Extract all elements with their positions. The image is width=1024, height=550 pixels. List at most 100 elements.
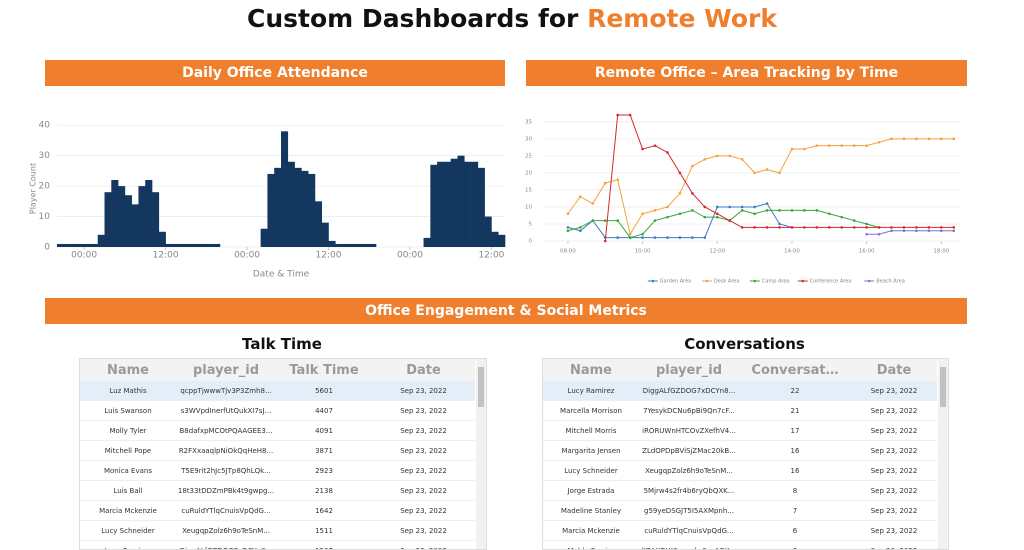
point (704, 236, 707, 239)
point (928, 226, 931, 229)
table-cell: 16 (739, 441, 851, 461)
table-cell: Lucy Schneider (543, 461, 639, 481)
scrollbar-thumb[interactable] (478, 367, 484, 407)
point (766, 209, 769, 212)
bar (369, 244, 376, 247)
point (741, 206, 744, 209)
point (878, 141, 881, 144)
bar (213, 244, 220, 247)
point (828, 226, 831, 229)
legend-label: Conference Area (810, 279, 852, 285)
point (616, 178, 619, 181)
scrollbar[interactable] (476, 359, 486, 549)
legend-marker (754, 280, 757, 283)
table-cell: 8 (739, 481, 851, 501)
table-cell: s3WVpdInerfUtQukXI7sJ... (176, 401, 276, 421)
column-header[interactable]: Date (372, 359, 475, 381)
point (853, 219, 856, 222)
column-header[interactable]: Name (80, 359, 176, 381)
bar (206, 244, 213, 247)
point (704, 158, 707, 161)
point (753, 172, 756, 175)
point (728, 219, 731, 222)
y-tick-label: 20 (525, 170, 532, 176)
table-title: Talk Time (79, 335, 485, 353)
table-cell: 2923 (276, 461, 372, 481)
y-tick-label: 30 (39, 151, 51, 161)
table-cell: Marcella Morrison (543, 401, 639, 421)
point (940, 138, 943, 141)
point (791, 148, 794, 151)
bar (478, 168, 485, 247)
point (890, 229, 893, 232)
point (791, 226, 794, 229)
point (878, 226, 881, 229)
y-tick-label: 25 (525, 153, 532, 159)
point (840, 216, 843, 219)
table-cell: cuRuldYTlqCnuisVpQdG... (176, 501, 276, 521)
column-header[interactable]: player_id (639, 359, 739, 381)
point (567, 226, 570, 229)
point (704, 216, 707, 219)
bar (166, 244, 173, 247)
table-cell: 1511 (276, 521, 372, 541)
table-cell: Jorge Estrada (543, 481, 639, 501)
series-line (605, 115, 954, 241)
point (654, 219, 657, 222)
table-cell: 22 (739, 381, 851, 401)
table-cell: Sep 23, 2022 (851, 481, 937, 501)
legend-marker (801, 280, 804, 283)
table-cell: 18t33tDDZmPBk4t9gwpg... (176, 481, 276, 501)
point (641, 148, 644, 151)
column-header[interactable]: Conversat… (739, 359, 851, 381)
bar (342, 244, 349, 247)
bar (491, 232, 498, 247)
bar (274, 168, 281, 247)
y-axis-label: Player Count (29, 163, 38, 214)
point (691, 209, 694, 212)
column-header[interactable]: Name (543, 359, 639, 381)
column-header[interactable]: Date (851, 359, 937, 381)
scrollbar-thumb[interactable] (940, 367, 946, 407)
point (629, 236, 632, 239)
point (654, 236, 657, 239)
point (728, 206, 731, 209)
bar (329, 241, 336, 247)
point (579, 226, 582, 229)
point (766, 226, 769, 229)
point (890, 226, 893, 229)
point (816, 209, 819, 212)
point (840, 226, 843, 229)
point (579, 195, 582, 198)
point (616, 114, 619, 117)
table-cell: Marcia Mckenzie (543, 521, 639, 541)
table-cell: Sep 23, 2022 (851, 381, 937, 401)
bar (356, 244, 363, 247)
table-cell: Luz Mathis (80, 381, 176, 401)
column-header[interactable]: Talk Time (276, 359, 372, 381)
x-tick-label: 12:00 (478, 251, 504, 261)
bar (457, 156, 464, 247)
point (816, 226, 819, 229)
point (753, 212, 756, 215)
column-header[interactable]: player_id (176, 359, 276, 381)
table-cell: XeugqpZolz6h9oTeSnM... (176, 521, 276, 541)
point (952, 226, 955, 229)
y-tick-label: 30 (525, 136, 532, 142)
table-cell: Sep 23, 2022 (851, 421, 937, 441)
scrollbar[interactable] (938, 359, 948, 549)
point (890, 138, 893, 141)
point (641, 212, 644, 215)
x-tick-label: 00:00 (234, 251, 260, 261)
